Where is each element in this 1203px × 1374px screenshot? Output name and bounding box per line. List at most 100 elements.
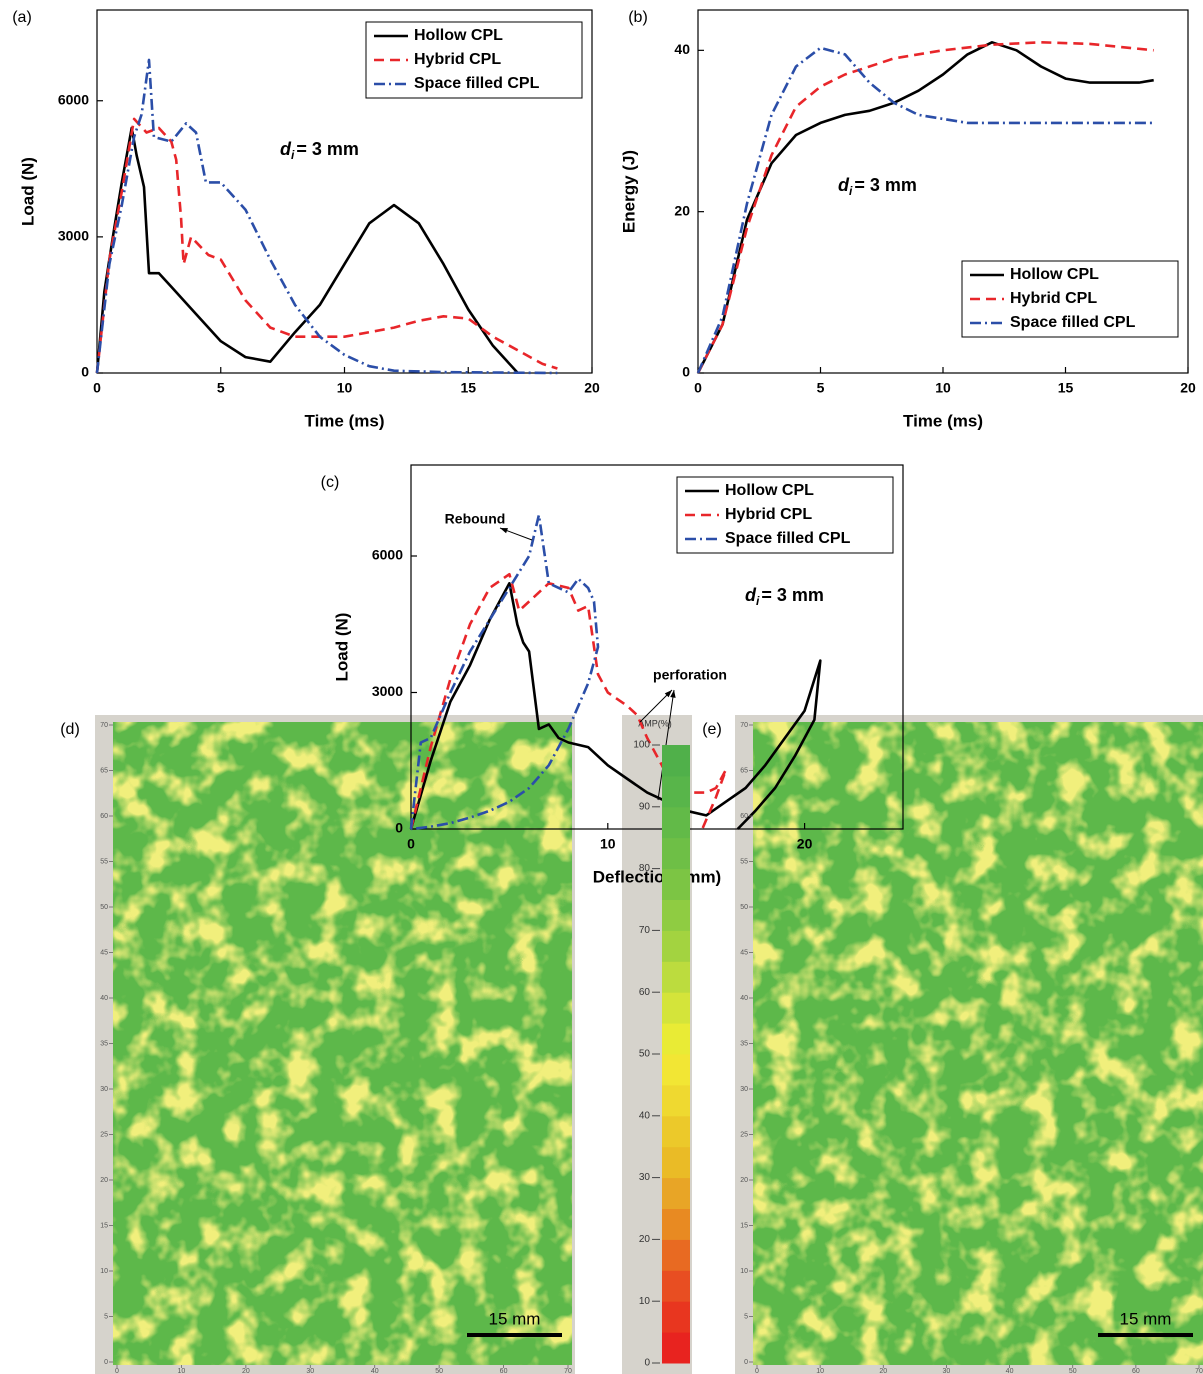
arrow-head bbox=[500, 528, 508, 534]
annotation: perforation bbox=[653, 667, 727, 683]
x-tick-label: 50 bbox=[1069, 1368, 1077, 1374]
legend-box bbox=[961, 260, 1179, 338]
legend-box bbox=[365, 21, 583, 99]
y-tick-label: 5 bbox=[744, 1313, 748, 1320]
y-tick-label: 0 bbox=[81, 364, 89, 380]
x-tick-label: 50 bbox=[435, 1368, 443, 1374]
series-line bbox=[95, 117, 558, 374]
series-line bbox=[409, 582, 822, 830]
y-tick-label: 60 bbox=[100, 813, 108, 820]
legend-label: Space filled CPL bbox=[414, 75, 540, 92]
y-tick-label: 65 bbox=[100, 767, 108, 774]
y-tick-label: 6000 bbox=[58, 91, 89, 107]
y-tick-label: 25 bbox=[100, 1131, 108, 1138]
legend-label: Hollow CPL bbox=[725, 482, 814, 499]
y-tick-label: 55 bbox=[740, 858, 748, 865]
x-tick-label: 0 bbox=[93, 380, 101, 396]
colorbar-band bbox=[662, 1054, 690, 1086]
colorbar-band bbox=[662, 1332, 690, 1364]
y-tick-label: 35 bbox=[740, 1040, 748, 1047]
y-axis-label: Load (N) bbox=[332, 613, 351, 682]
colorbar-band bbox=[662, 1084, 690, 1117]
y-tick-label: 40 bbox=[100, 995, 108, 1002]
x-tick-label: 70 bbox=[564, 1368, 572, 1374]
x-tick-label: 60 bbox=[1132, 1368, 1140, 1374]
y-tick-label: 70 bbox=[740, 722, 748, 729]
x-tick-label: 5 bbox=[217, 380, 225, 396]
colorbar-tick-label: 30 bbox=[639, 1172, 651, 1183]
annotation-text: = 3 mm bbox=[761, 585, 824, 605]
colorbar-tick-label: 0 bbox=[644, 1358, 650, 1369]
annotation: di = 3 mm bbox=[280, 139, 359, 162]
y-axis-label: Energy (J) bbox=[619, 150, 638, 233]
colorbar-band bbox=[662, 930, 690, 962]
y-tick-label: 40 bbox=[674, 41, 690, 57]
colorbar-title: AMP(%) bbox=[638, 718, 672, 728]
panel-label: (a) bbox=[12, 9, 32, 26]
panel-label: (b) bbox=[628, 9, 648, 26]
x-tick-label: 30 bbox=[306, 1368, 314, 1374]
y-tick-label: 45 bbox=[100, 949, 108, 956]
colorbar-tick-label: 60 bbox=[639, 987, 651, 998]
scale-bar-label: 15 mm bbox=[1120, 1309, 1172, 1328]
y-tick-label: 10 bbox=[100, 1268, 108, 1275]
colorbar-band bbox=[662, 837, 690, 870]
y-axis-label: Load (N) bbox=[18, 157, 37, 226]
colorbar-band bbox=[662, 868, 690, 900]
annotation-subscript: i bbox=[291, 148, 295, 162]
y-tick-label: 35 bbox=[100, 1040, 108, 1047]
y-tick-label: 0 bbox=[744, 1359, 748, 1366]
colorbar-band bbox=[662, 1115, 690, 1148]
y-tick-label: 0 bbox=[682, 364, 690, 380]
y-tick-label: 40 bbox=[740, 995, 748, 1002]
series-line bbox=[696, 41, 1154, 374]
legend-label: Space filled CPL bbox=[1010, 314, 1136, 331]
x-tick-label: 40 bbox=[371, 1368, 379, 1374]
series-line bbox=[696, 41, 1154, 374]
arrow-head bbox=[664, 690, 672, 698]
y-tick-label: 3000 bbox=[58, 228, 89, 244]
scan-image bbox=[113, 722, 572, 1365]
y-tick-label: 60 bbox=[740, 813, 748, 820]
y-tick-label: 15 bbox=[740, 1222, 748, 1229]
y-tick-label: 45 bbox=[740, 949, 748, 956]
y-tick-label: 20 bbox=[674, 202, 690, 218]
colorbar-tick-label: 80 bbox=[639, 863, 651, 874]
colorbar-band bbox=[662, 992, 690, 1024]
x-tick-label: 10 bbox=[178, 1368, 186, 1374]
x-tick-label: 10 bbox=[935, 380, 951, 396]
annotation-arrow bbox=[639, 689, 673, 723]
colorbar-band bbox=[662, 1177, 690, 1209]
y-tick-label: 5 bbox=[104, 1313, 108, 1320]
y-tick-label: 30 bbox=[740, 1086, 748, 1093]
x-tick-label: 40 bbox=[1006, 1368, 1014, 1374]
y-tick-label: 15 bbox=[100, 1222, 108, 1229]
colorbar-band bbox=[662, 1146, 690, 1179]
x-tick-label: 30 bbox=[943, 1368, 951, 1374]
panel-label: (c) bbox=[321, 474, 340, 491]
legend-label: Hybrid CPL bbox=[414, 51, 501, 68]
y-tick-label: 10 bbox=[740, 1268, 748, 1275]
colorbar-band bbox=[662, 775, 690, 808]
x-tick-label: 0 bbox=[694, 380, 702, 396]
annotation-text: = 3 mm bbox=[854, 175, 917, 195]
x-tick-label: 5 bbox=[817, 380, 825, 396]
colorbar-tick-label: 70 bbox=[639, 925, 651, 936]
x-tick-label: 0 bbox=[115, 1368, 119, 1374]
x-tick-label: 70 bbox=[1195, 1368, 1203, 1374]
colorbar-tick-label: 90 bbox=[639, 801, 651, 812]
plot-frame bbox=[410, 464, 904, 830]
x-tick-label: 0 bbox=[407, 836, 415, 852]
y-tick-label: 50 bbox=[100, 904, 108, 911]
x-tick-label: 20 bbox=[879, 1368, 887, 1374]
colorbar-tick-label: 20 bbox=[639, 1234, 651, 1245]
y-tick-label: 6000 bbox=[372, 547, 403, 563]
annotation-subscript: i bbox=[849, 184, 853, 198]
x-tick-label: 10 bbox=[600, 836, 616, 852]
y-tick-label: 55 bbox=[100, 858, 108, 865]
x-tick-label: 10 bbox=[816, 1368, 824, 1374]
x-tick-label: 15 bbox=[460, 380, 476, 396]
colorbar-band bbox=[662, 961, 690, 993]
colorbar-band bbox=[662, 806, 690, 839]
